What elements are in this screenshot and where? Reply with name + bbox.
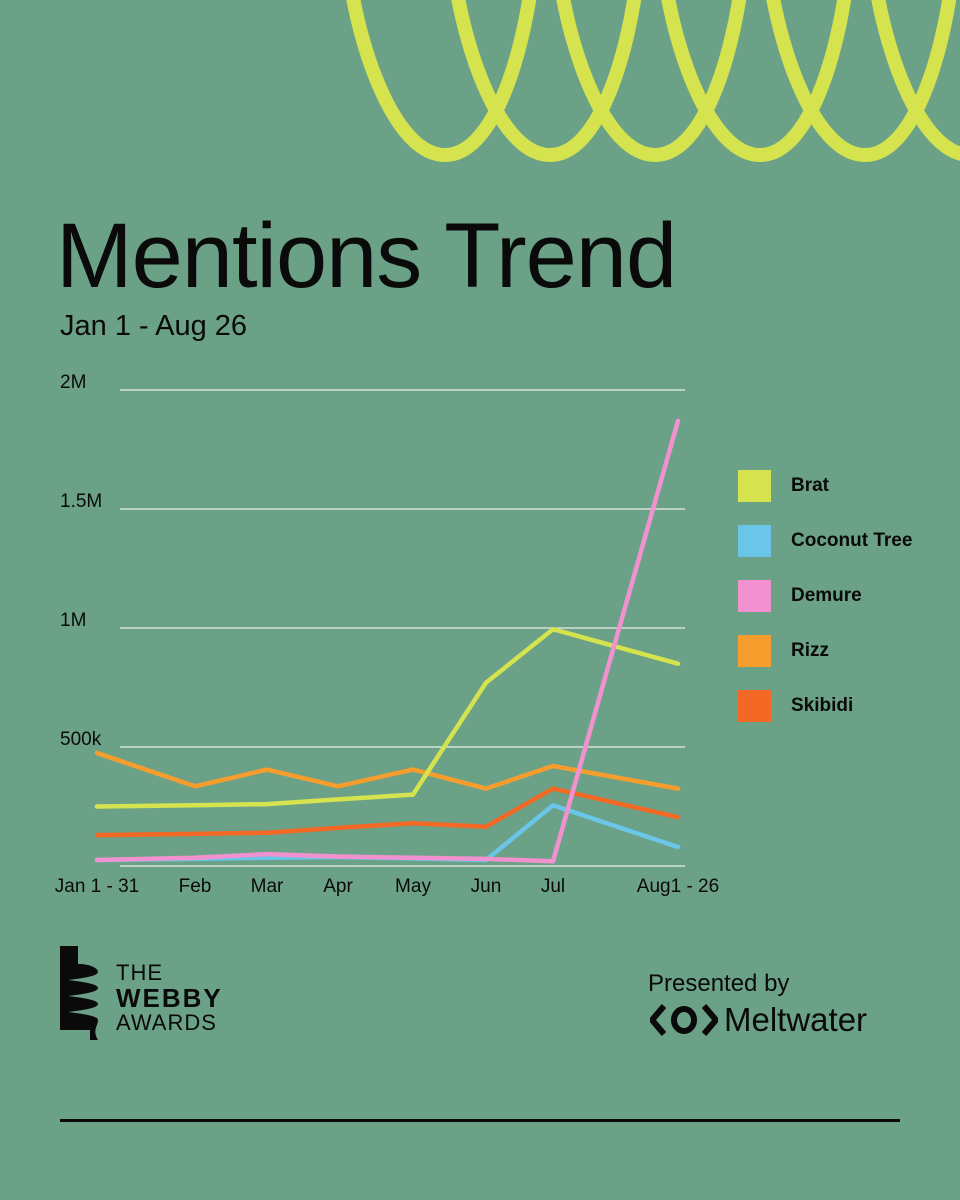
decorative-loops: [346, 0, 960, 163]
bottom-divider: [60, 1119, 900, 1122]
legend-swatch-demure: [738, 579, 771, 612]
y-tick-label: 1M: [60, 610, 86, 631]
legend-label-rizz: Rizz: [791, 639, 829, 661]
legend-swatch-coconut-tree: [738, 524, 771, 557]
x-tick-label: Aug1 - 26: [637, 876, 719, 897]
meltwater-icon: [650, 1004, 718, 1036]
y-axis-labels: 500k 1M 1.5M 2M: [60, 372, 102, 750]
legend-item-rizz: Rizz: [738, 623, 912, 678]
legend-item-demure: Demure: [738, 568, 912, 623]
series-line-demure: [94, 418, 681, 864]
meltwater-logo: Meltwater: [650, 1000, 867, 1040]
x-tick-label: Jun: [471, 876, 502, 897]
legend-swatch-brat: [738, 469, 771, 502]
presented-by-label: Presented by: [648, 970, 790, 997]
chart-grid: [120, 389, 685, 867]
series-line-skibidi: [94, 786, 681, 838]
legend-label-demure: Demure: [791, 584, 862, 606]
legend-swatch-rizz: [738, 634, 771, 667]
legend-swatch-skibidi: [738, 689, 771, 722]
y-tick-label: 500k: [60, 729, 102, 750]
webby-line-the: THE: [116, 960, 163, 985]
legend-label-skibidi: Skibidi: [791, 694, 854, 716]
x-tick-label: Apr: [323, 876, 353, 897]
legend-item-brat: Brat: [738, 458, 912, 513]
line-chart: 500k 1M 1.5M 2M Jan 1 - 31 Feb Mar Apr May Jun Ju…: [55, 372, 719, 897]
x-axis-labels: Jan 1 - 31 Feb Mar Apr May Jun Jul Aug1 - 26: [55, 876, 719, 897]
x-tick-label: Jul: [541, 876, 565, 897]
legend-label-brat: Brat: [791, 474, 830, 496]
webby-awards-logo: THE WEBBY AWARDS: [60, 946, 223, 1040]
y-tick-label: 1.5M: [60, 491, 102, 512]
chart-title: Mentions Trend: [56, 205, 677, 307]
x-tick-label: Feb: [179, 876, 212, 897]
y-tick-label: 2M: [60, 372, 86, 393]
chart-subtitle: Jan 1 - Aug 26: [60, 310, 248, 342]
legend-item-coconut-tree: Coconut Tree: [738, 513, 912, 568]
series-lines: [94, 418, 681, 864]
series-line-brat: [94, 626, 681, 809]
webby-line-webby: WEBBY: [116, 983, 223, 1013]
webby-line-awards: AWARDS: [116, 1010, 217, 1035]
chart-legend: Brat Coconut Tree Demure Rizz Skibidi: [738, 458, 912, 733]
meltwater-name: Meltwater: [724, 1001, 868, 1038]
x-tick-label: Jan 1 - 31: [55, 876, 140, 897]
legend-label-coconut-tree: Coconut Tree: [791, 529, 913, 551]
webby-spring-icon: [60, 946, 98, 1040]
series-line-rizz: [94, 750, 681, 791]
x-tick-label: May: [395, 876, 431, 897]
x-tick-label: Mar: [251, 876, 284, 897]
legend-item-skibidi: Skibidi: [738, 678, 912, 733]
